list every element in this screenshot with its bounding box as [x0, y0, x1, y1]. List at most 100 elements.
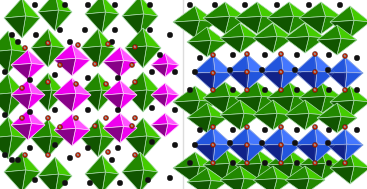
Polygon shape: [28, 80, 45, 95]
Polygon shape: [28, 50, 45, 65]
Circle shape: [192, 142, 198, 148]
Polygon shape: [173, 20, 199, 38]
Polygon shape: [220, 166, 244, 180]
Circle shape: [294, 127, 300, 133]
Circle shape: [47, 116, 48, 118]
Polygon shape: [281, 127, 301, 145]
Circle shape: [279, 143, 283, 147]
Polygon shape: [350, 6, 367, 22]
Polygon shape: [247, 144, 267, 163]
Circle shape: [77, 154, 79, 156]
Circle shape: [280, 126, 281, 127]
Polygon shape: [48, 73, 65, 92]
Circle shape: [92, 61, 98, 67]
Circle shape: [107, 43, 108, 44]
Circle shape: [212, 53, 213, 55]
Polygon shape: [225, 149, 247, 165]
Polygon shape: [195, 166, 217, 184]
Circle shape: [244, 125, 250, 129]
Circle shape: [212, 126, 214, 128]
Polygon shape: [253, 114, 277, 130]
Circle shape: [47, 117, 48, 118]
Polygon shape: [227, 54, 249, 72]
Circle shape: [344, 126, 346, 128]
Circle shape: [157, 52, 163, 58]
Circle shape: [244, 143, 250, 147]
Polygon shape: [315, 144, 335, 163]
Polygon shape: [315, 71, 335, 90]
Circle shape: [57, 27, 63, 33]
Polygon shape: [173, 86, 199, 102]
Circle shape: [212, 144, 214, 146]
Polygon shape: [203, 16, 229, 34]
Circle shape: [280, 88, 281, 90]
Circle shape: [314, 53, 316, 55]
Polygon shape: [8, 74, 27, 95]
Circle shape: [212, 54, 213, 55]
Circle shape: [187, 87, 193, 93]
Circle shape: [342, 53, 348, 59]
Polygon shape: [317, 103, 341, 118]
Polygon shape: [220, 100, 244, 115]
Circle shape: [134, 154, 135, 155]
Polygon shape: [261, 54, 283, 72]
Circle shape: [149, 139, 155, 145]
Circle shape: [73, 81, 79, 87]
Circle shape: [76, 153, 80, 157]
Polygon shape: [55, 10, 72, 31]
Circle shape: [47, 42, 48, 43]
Circle shape: [131, 125, 133, 127]
Polygon shape: [102, 172, 119, 189]
Circle shape: [59, 125, 60, 127]
Circle shape: [46, 115, 51, 121]
Polygon shape: [213, 144, 233, 163]
Polygon shape: [330, 20, 354, 38]
Circle shape: [344, 54, 345, 56]
Circle shape: [212, 72, 213, 73]
Polygon shape: [203, 149, 229, 165]
Polygon shape: [225, 2, 247, 18]
Circle shape: [59, 126, 61, 128]
Polygon shape: [125, 90, 146, 112]
Polygon shape: [321, 96, 343, 114]
Circle shape: [354, 127, 360, 133]
Circle shape: [107, 151, 109, 153]
Circle shape: [292, 140, 298, 146]
Circle shape: [212, 143, 213, 145]
Polygon shape: [285, 114, 309, 130]
Polygon shape: [305, 179, 325, 189]
Circle shape: [112, 2, 118, 8]
Polygon shape: [103, 60, 123, 77]
Circle shape: [132, 115, 138, 121]
Circle shape: [325, 140, 331, 146]
Circle shape: [280, 161, 281, 163]
Polygon shape: [165, 53, 179, 65]
Circle shape: [22, 153, 28, 157]
Circle shape: [112, 27, 118, 33]
Polygon shape: [289, 16, 311, 34]
Circle shape: [132, 80, 138, 84]
Circle shape: [21, 117, 23, 119]
Circle shape: [73, 115, 79, 121]
Circle shape: [47, 81, 49, 83]
Polygon shape: [48, 46, 65, 67]
Circle shape: [244, 160, 250, 166]
Polygon shape: [85, 0, 105, 14]
Circle shape: [105, 149, 110, 154]
Circle shape: [107, 43, 109, 45]
Circle shape: [212, 88, 213, 90]
Circle shape: [230, 52, 236, 58]
Circle shape: [212, 2, 218, 8]
Polygon shape: [165, 124, 179, 137]
Polygon shape: [0, 74, 12, 95]
Circle shape: [279, 125, 283, 129]
Circle shape: [344, 125, 345, 127]
Circle shape: [46, 40, 51, 46]
Polygon shape: [330, 6, 354, 22]
Polygon shape: [195, 86, 217, 102]
Polygon shape: [55, 174, 72, 189]
Circle shape: [47, 117, 49, 119]
Polygon shape: [267, 163, 293, 181]
Polygon shape: [187, 168, 211, 182]
Circle shape: [67, 155, 73, 161]
